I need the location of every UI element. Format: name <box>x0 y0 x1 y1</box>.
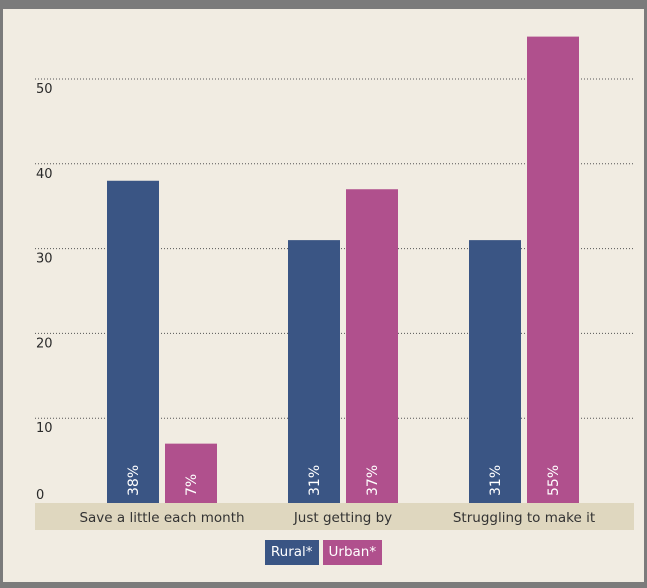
bars <box>107 36 579 504</box>
y-tick-10: 10 <box>36 421 53 436</box>
bar-rural-1 <box>288 240 340 503</box>
legend: Rural* Urban* <box>0 540 647 565</box>
left-border <box>0 0 3 588</box>
bar-urban-2 <box>527 36 579 503</box>
legend-item-urban: Urban* <box>322 540 383 565</box>
category-band <box>35 503 634 530</box>
y-tick-30: 30 <box>36 252 53 267</box>
bar-urban-0 <box>165 443 217 503</box>
bar-rural-2 <box>469 240 521 503</box>
category-label-1: Just getting by <box>293 510 392 526</box>
data-label-urban-1: 37% <box>365 465 381 496</box>
legend-item-rural: Rural* <box>264 540 319 565</box>
y-tick-50: 50 <box>36 82 53 97</box>
y-tick-0: 0 <box>36 488 44 503</box>
data-label-rural-0: 38% <box>126 465 142 496</box>
bottom-border <box>0 582 647 588</box>
data-label-rural-2: 31% <box>488 465 504 496</box>
category-label-2: Struggling to make it <box>453 510 595 526</box>
category-label-0: Save a little each month <box>79 510 244 526</box>
y-axis-ticks: 0 10 20 30 40 50 <box>36 82 53 503</box>
bar-rural-0 <box>107 180 159 503</box>
data-label-urban-2: 55% <box>546 465 562 496</box>
top-border <box>0 0 647 9</box>
right-border <box>644 0 647 588</box>
y-tick-40: 40 <box>36 167 53 182</box>
data-label-urban-0: 7% <box>184 474 200 496</box>
data-labels: 38% 7% 31% 37% 31% 55% <box>126 465 562 496</box>
data-label-rural-1: 31% <box>307 465 323 496</box>
category-labels: Save a little each month Just getting by S… <box>79 510 595 526</box>
bar-urban-1 <box>346 189 398 504</box>
y-tick-20: 20 <box>36 336 53 351</box>
